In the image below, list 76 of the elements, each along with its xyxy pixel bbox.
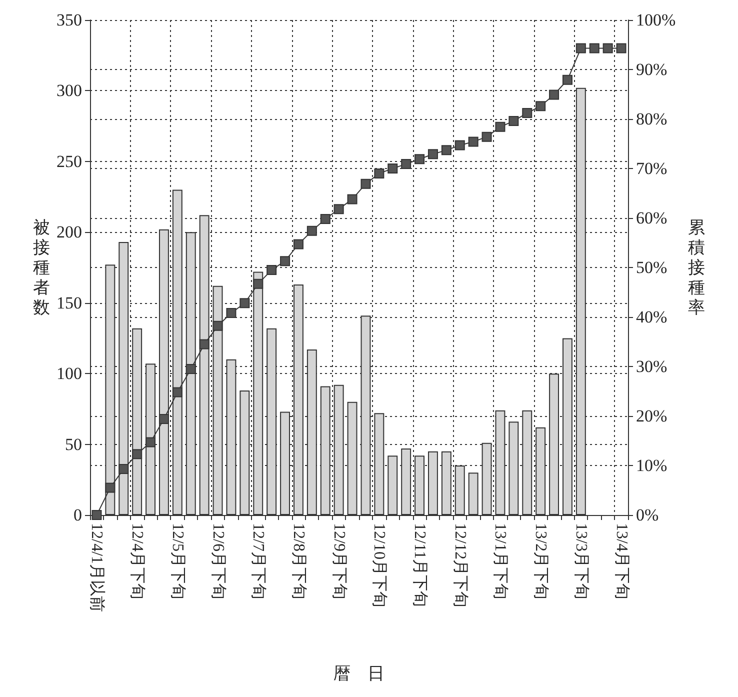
point	[132, 449, 142, 460]
x-tick-label: 12/9月下旬	[330, 523, 348, 600]
y2-tick-label: 40%	[636, 308, 668, 326]
point	[240, 298, 250, 308]
point	[293, 239, 304, 250]
point	[508, 116, 519, 126]
x-tick-label: 12/6月下旬	[209, 523, 226, 600]
y2-tick-label: 50%	[636, 258, 668, 277]
point	[266, 264, 277, 275]
point	[495, 122, 506, 132]
point	[576, 43, 586, 54]
x-tick-label: 13/2月下旬	[532, 523, 550, 600]
point	[226, 308, 236, 318]
point	[602, 43, 613, 54]
point	[482, 132, 492, 142]
x-tick-label: 13/3月下旬	[572, 523, 590, 600]
y-tick-label: 300	[56, 81, 82, 100]
y2-tick-label: 90%	[636, 60, 668, 79]
point	[199, 339, 210, 350]
point	[522, 108, 532, 118]
x-tick-label: 13/4月下旬	[612, 523, 630, 600]
point	[536, 101, 546, 112]
y-tick-label: 350	[56, 10, 82, 30]
x-tick-label: 12/11月下旬	[411, 523, 428, 607]
y2-tick-label: 20%	[636, 406, 668, 426]
point	[441, 145, 452, 156]
point	[347, 194, 358, 204]
point	[414, 154, 425, 164]
x-tick-label: 12/4/1月以前	[88, 523, 106, 612]
point	[306, 226, 317, 236]
point	[172, 387, 182, 398]
point	[253, 278, 264, 289]
point	[549, 90, 560, 100]
point	[92, 510, 102, 520]
y-axis-title: 被接種者数	[33, 218, 50, 317]
y-tick-label: 0	[74, 506, 82, 524]
y2-tick-label: 100%	[636, 10, 676, 30]
y-tick-label: 100	[56, 364, 82, 384]
point	[616, 43, 626, 54]
x-tick-label: 13/1月下旬	[492, 523, 509, 600]
point	[320, 214, 330, 224]
point	[360, 178, 371, 189]
point	[589, 43, 600, 54]
y2-tick-label: 80%	[636, 110, 668, 128]
point	[428, 149, 438, 160]
y2-tick-label: 10%	[636, 456, 668, 475]
point	[158, 414, 169, 424]
y2-axis-title: 累積接種率	[688, 218, 705, 317]
point	[562, 74, 572, 85]
x-tick-label: 12/8月下旬	[290, 523, 307, 600]
point	[118, 464, 129, 474]
point	[212, 320, 223, 331]
y-tick-label: 50	[65, 434, 82, 454]
x-axis-title: 暦 日	[334, 664, 384, 683]
y2-tick-label: 30%	[636, 357, 668, 376]
y-tick-label: 150	[56, 293, 82, 312]
point	[334, 204, 344, 214]
y2-tick-label: 60%	[636, 208, 668, 228]
x-tick-label: 12/7月下旬	[250, 523, 267, 600]
point	[374, 168, 384, 178]
point	[186, 364, 196, 374]
point	[454, 140, 465, 150]
y-tick-label: 200	[56, 222, 82, 242]
point	[280, 256, 290, 266]
x-tick-label: 12/5月下旬	[168, 523, 186, 600]
y2-tick-label: 0%	[636, 506, 659, 524]
point	[401, 159, 412, 170]
x-tick-label: 12/4月下旬	[128, 523, 146, 600]
point	[146, 437, 156, 448]
point	[388, 164, 398, 174]
x-tick-label: 12/10月下旬	[370, 523, 388, 608]
y2-tick-label: 70%	[636, 159, 668, 178]
point	[468, 136, 478, 147]
x-tick-label: 12/12月下旬	[451, 523, 468, 608]
point	[105, 482, 116, 493]
y-tick-label: 250	[56, 152, 82, 171]
